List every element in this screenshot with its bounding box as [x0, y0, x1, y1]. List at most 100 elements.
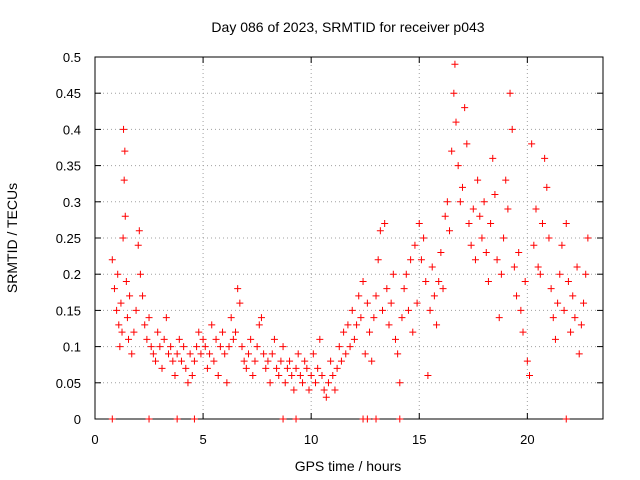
x-tick-label: 15 — [412, 432, 426, 447]
y-tick-label: 0.1 — [63, 340, 81, 355]
data-point — [193, 343, 201, 351]
chart-title: Day 086 of 2023, SRMTID for receiver p04… — [211, 19, 484, 35]
data-point — [154, 328, 162, 336]
data-point — [376, 227, 384, 235]
data-point — [132, 306, 140, 314]
data-point — [404, 306, 412, 314]
data-point — [299, 379, 307, 387]
data-point — [411, 241, 419, 249]
y-axis-label: SRMTID / TECUs — [4, 183, 20, 293]
data-point — [208, 321, 216, 329]
data-point — [487, 220, 495, 228]
data-point — [136, 270, 144, 278]
data-point — [303, 364, 311, 372]
data-point — [199, 335, 207, 343]
data-point — [547, 285, 555, 293]
data-point — [396, 415, 404, 423]
data-point — [538, 220, 546, 228]
data-point — [147, 343, 155, 351]
data-point — [526, 372, 534, 380]
data-point — [149, 350, 157, 358]
data-point — [247, 335, 255, 343]
data-point — [139, 292, 147, 300]
data-point — [417, 256, 425, 264]
data-point — [437, 248, 445, 256]
data-point — [515, 248, 523, 256]
data-point — [292, 415, 300, 423]
data-point — [123, 314, 131, 322]
data-point — [232, 328, 240, 336]
data-point — [575, 350, 583, 358]
data-point — [186, 350, 194, 358]
data-point — [175, 335, 183, 343]
data-point — [461, 104, 469, 112]
data-point — [452, 118, 460, 126]
data-point — [301, 357, 309, 365]
data-point — [290, 386, 298, 394]
data-point — [120, 125, 128, 133]
data-point — [407, 256, 415, 264]
data-point — [400, 285, 408, 293]
y-tick-label: 0.2 — [63, 267, 81, 282]
data-point — [273, 364, 281, 372]
data-point — [471, 256, 479, 264]
data-point — [451, 60, 459, 68]
data-point — [331, 386, 339, 394]
data-point — [115, 321, 123, 329]
data-point — [554, 299, 562, 307]
y-tick-label: 0.15 — [56, 303, 81, 318]
data-point — [463, 140, 471, 148]
data-point — [521, 277, 529, 285]
data-point — [324, 379, 332, 387]
data-point — [571, 314, 579, 322]
data-point — [134, 241, 142, 249]
y-tick-label: 0 — [74, 412, 81, 427]
data-point — [294, 350, 302, 358]
data-point — [120, 176, 128, 184]
y-tick-label: 0.45 — [56, 86, 81, 101]
data-point — [476, 212, 484, 220]
data-point — [530, 241, 538, 249]
data-point — [281, 379, 289, 387]
data-point — [253, 343, 261, 351]
data-point — [523, 357, 531, 365]
axis-ticks: 0 0.05 0.1 0.15 0.2 0.25 0.3 0.35 0.4 0.45 0.5 0 5 10… — [56, 50, 603, 447]
data-point — [357, 314, 365, 322]
data-point — [249, 372, 257, 380]
data-point — [458, 183, 466, 191]
data-point — [113, 306, 121, 314]
data-point — [558, 241, 566, 249]
data-point — [227, 314, 235, 322]
y-tick-label: 0.4 — [63, 122, 81, 137]
data-point — [340, 328, 348, 336]
data-point — [182, 364, 190, 372]
data-point — [567, 328, 575, 336]
data-point — [474, 176, 482, 184]
data-point — [305, 386, 313, 394]
data-point — [532, 205, 540, 213]
data-point — [128, 350, 136, 358]
data-point — [506, 89, 514, 97]
data-point — [190, 357, 198, 365]
data-point — [389, 270, 397, 278]
data-point — [327, 357, 335, 365]
data-point — [359, 277, 367, 285]
data-point — [119, 234, 127, 242]
data-point — [311, 379, 319, 387]
data-point — [428, 263, 436, 271]
data-point — [152, 357, 160, 365]
data-point — [116, 343, 124, 351]
data-point — [162, 314, 170, 322]
data-point — [394, 350, 402, 358]
data-point — [346, 343, 354, 351]
data-point — [562, 415, 570, 423]
data-point — [195, 328, 203, 336]
data-point — [275, 372, 283, 380]
data-point — [495, 314, 503, 322]
data-point — [260, 350, 268, 358]
data-point — [337, 357, 345, 365]
data-point — [216, 343, 224, 351]
data-point — [569, 292, 577, 300]
data-point — [210, 357, 218, 365]
data-point — [283, 364, 291, 372]
